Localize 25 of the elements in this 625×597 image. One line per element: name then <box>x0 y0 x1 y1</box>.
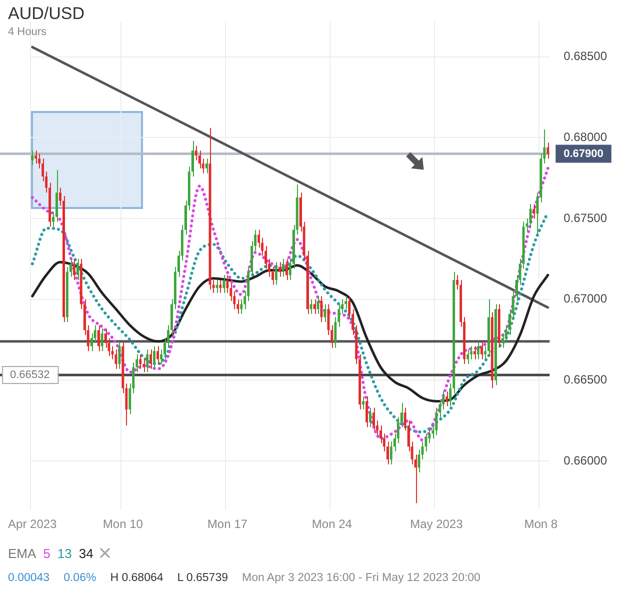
x-tick-label: Apr 2023 <box>8 517 58 532</box>
ref-line-label: 0.67900 <box>564 148 604 160</box>
x-tick-label: May 2023 <box>410 517 464 532</box>
y-tick-label: 0.68500 <box>564 49 608 64</box>
y-tick-label: 0.67500 <box>564 210 608 225</box>
x-tick-label: Mon 17 <box>207 517 248 532</box>
x-tick-label: Mon 10 <box>102 517 144 532</box>
y-tick-label: 0.66500 <box>564 372 608 387</box>
y-tick-label: 0.66000 <box>564 453 608 468</box>
text: 5 <box>43 546 50 561</box>
chart-subtitle: 4 Hours <box>8 26 48 38</box>
text: L 0.65739 <box>177 572 228 584</box>
x-tick-label: Mon 8 <box>524 517 558 532</box>
x-tick-label: Mon 24 <box>312 517 352 532</box>
ref-line-label: 0.66532 <box>10 369 50 382</box>
y-tick-label: 0.67000 <box>564 292 608 306</box>
text: 13 <box>57 546 72 561</box>
legend-title: EMA <box>8 546 36 561</box>
text: 0.06% <box>64 572 96 584</box>
chart-title: AUD/USD <box>8 4 85 24</box>
text: 34 <box>78 546 94 561</box>
text: 0.00043 <box>8 572 50 584</box>
text: H 0.68064 <box>110 572 164 584</box>
y-tick-label: 0.68000 <box>564 130 608 144</box>
text: Mon Apr 3 2023 16:00 - Fri May 12 2023 20:00 <box>242 572 480 584</box>
